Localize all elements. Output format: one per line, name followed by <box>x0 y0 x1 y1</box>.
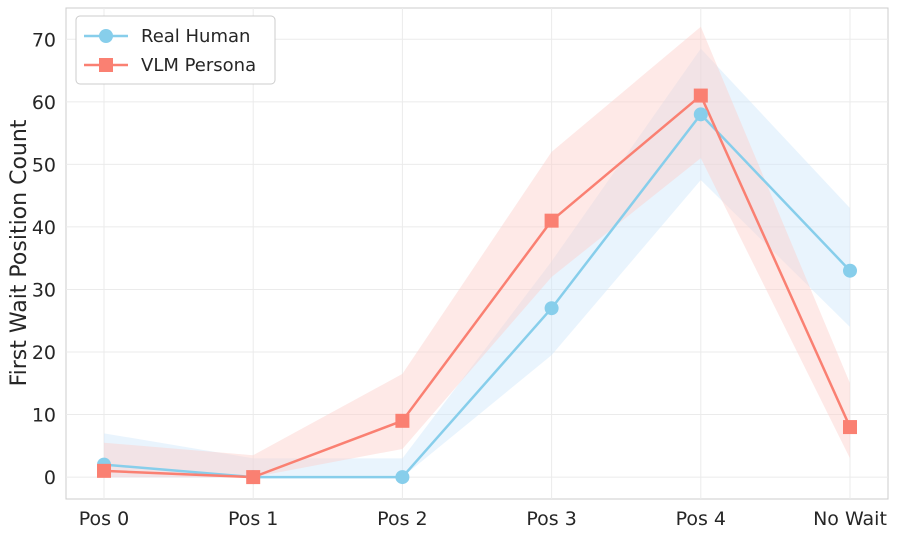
y-tick-label: 70 <box>32 29 56 51</box>
legend: Real Human VLM Persona <box>75 15 276 85</box>
point-series-0 <box>843 263 857 278</box>
y-tick-label: 60 <box>32 92 56 114</box>
x-tick-labels: Pos 0 Pos 1 Pos 2 Pos 3 Pos 4 No Wait <box>79 508 887 530</box>
point-series-0 <box>693 107 708 122</box>
x-tick-label: Pos 0 <box>79 508 129 530</box>
y-tick-label: 30 <box>32 279 56 301</box>
legend-label-1: VLM Persona <box>141 55 256 76</box>
x-tick-label: No Wait <box>813 508 887 530</box>
point-series-0 <box>544 301 559 316</box>
x-tick-label: Pos 3 <box>526 508 576 530</box>
gridlines <box>66 8 888 499</box>
y-tick-label: 0 <box>44 467 56 489</box>
y-tick-label: 10 <box>32 405 56 427</box>
point-series-0 <box>395 470 410 485</box>
legend-box <box>75 15 276 85</box>
y-tick-label: 20 <box>32 342 56 364</box>
point-series-1 <box>97 463 111 478</box>
plot-area <box>65 7 889 500</box>
point-series-1 <box>246 470 261 485</box>
x-tick-label: Pos 1 <box>228 508 278 530</box>
legend-label-0: Real Human <box>141 26 250 47</box>
legend-marker-0 <box>99 29 113 43</box>
line-series-1 <box>103 94 852 479</box>
legend-marker-1 <box>99 58 113 72</box>
point-series-1 <box>843 420 857 435</box>
y-axis-label: First Wait Position Count <box>7 119 32 386</box>
x-tick-label: Pos 2 <box>377 508 427 530</box>
band-series-0 <box>104 48 850 478</box>
y-tick-label: 40 <box>32 217 56 239</box>
band-series-1 <box>104 26 850 478</box>
x-tick-label: Pos 4 <box>676 508 726 530</box>
point-series-1 <box>395 413 410 428</box>
point-series-1 <box>693 88 708 103</box>
series-markers <box>97 88 857 485</box>
y-tick-label: 50 <box>32 154 56 176</box>
confidence-bands <box>104 26 850 478</box>
y-tick-labels: 0 10 20 30 40 50 60 70 <box>32 29 56 489</box>
point-series-1 <box>544 213 559 228</box>
series-lines <box>103 94 852 479</box>
